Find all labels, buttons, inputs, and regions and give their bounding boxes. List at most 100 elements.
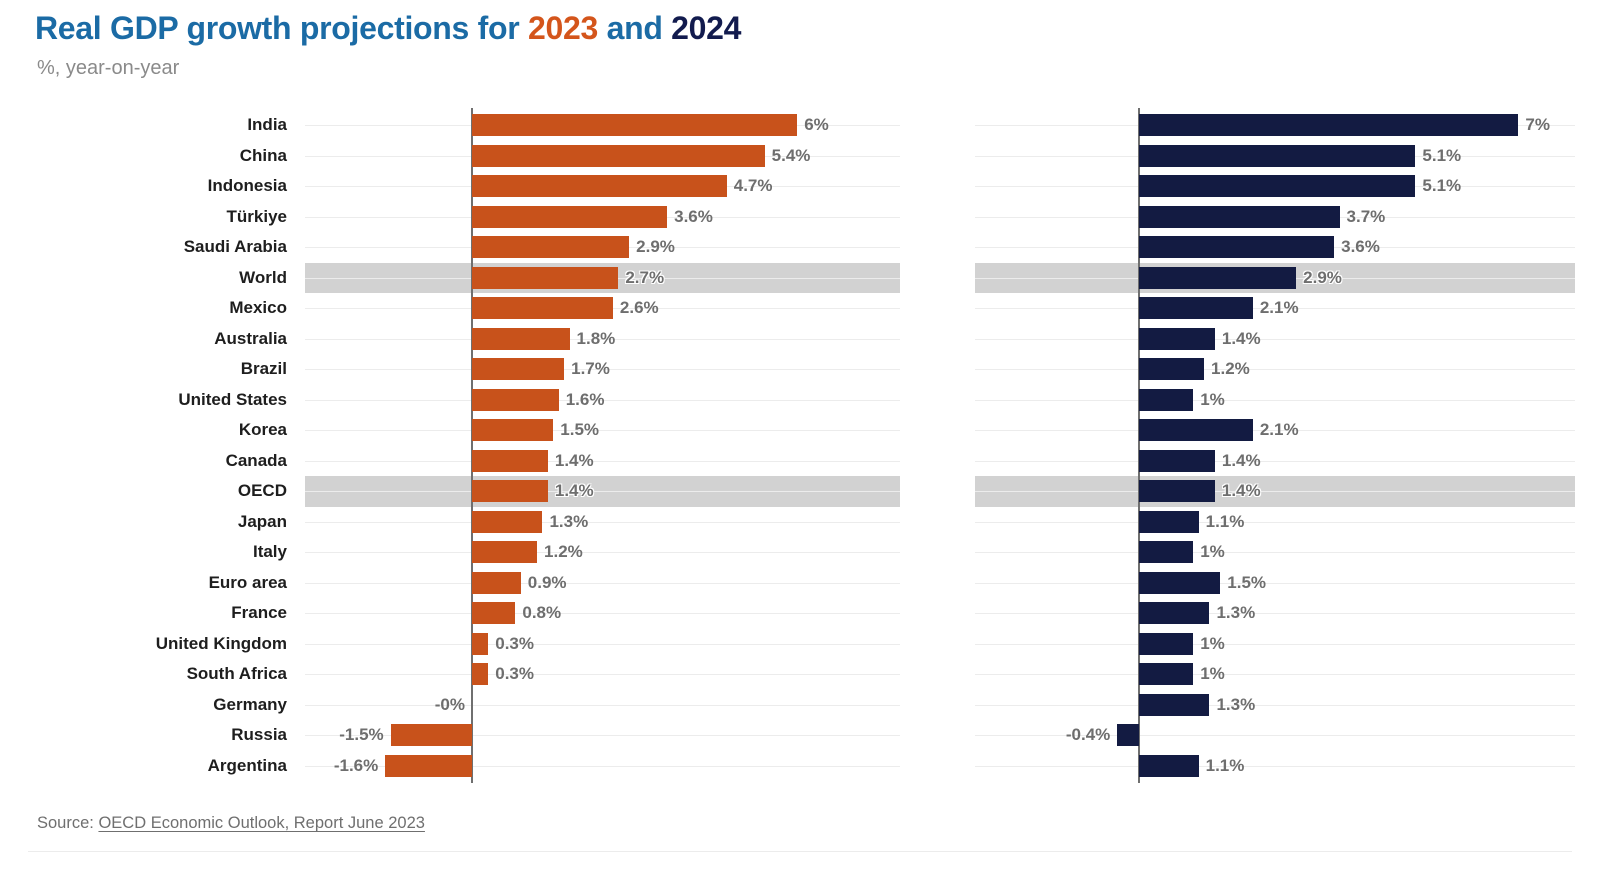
value-label-2024: 1% (1200, 389, 1225, 409)
bar-2024 (1139, 205, 1340, 228)
panel-2024: 1.2% (975, 354, 1575, 385)
gridline (975, 521, 1575, 523)
bar-2023 (472, 114, 798, 137)
gridline (975, 491, 1575, 493)
bar-2023 (472, 358, 565, 381)
value-label-2024: 1.2% (1211, 359, 1250, 379)
panel-2024: 7% (975, 110, 1575, 141)
bar-2023 (472, 144, 765, 167)
category-label: United States (178, 389, 287, 409)
panel-2024: 1.1% (975, 507, 1575, 538)
bar-2024 (1139, 419, 1253, 442)
category-label: United Kingdom (155, 633, 287, 653)
gridline (975, 735, 1575, 737)
bottom-divider (28, 851, 1572, 852)
bar-2024 (1139, 388, 1194, 411)
bar-2023 (472, 541, 538, 564)
bar-2024 (1139, 480, 1215, 503)
panel-2023: 2.6% (305, 293, 900, 324)
title-year-2023: 2023 (527, 10, 598, 46)
panel-2023: 0.8% (305, 598, 900, 629)
chart-row: Brazil 1.7% 1.2% (0, 354, 1600, 385)
value-label-2024: 7% (1525, 115, 1550, 135)
bar-2023 (472, 632, 489, 655)
gridline (305, 430, 900, 432)
panel-2023: 4.7% (305, 171, 900, 202)
chart-row: Italy 1.2% 1% (0, 537, 1600, 568)
category-label: Russia (231, 725, 287, 745)
title-connector: and (597, 10, 672, 46)
value-label-2024: 5.1% (1422, 176, 1462, 196)
panel-2024: 3.6% (975, 232, 1575, 263)
category-label: South Africa (186, 664, 287, 684)
value-label-2024: 1% (1200, 664, 1225, 684)
panel-2023: 1.5% (305, 415, 900, 446)
value-label-2024: 1.4% (1221, 328, 1261, 348)
bar-2023 (472, 236, 630, 259)
panel-2023: 1.2% (305, 537, 900, 568)
value-label-2024: 2.1% (1259, 420, 1299, 440)
source-prefix: Source: (37, 814, 99, 832)
panel-2023: 0.9% (305, 568, 900, 599)
panel-2024: 1.4% (975, 476, 1575, 507)
bar-2024 (1139, 510, 1199, 533)
title-year-2024: 2024 (671, 10, 742, 46)
panel-2024: 1.5% (975, 568, 1575, 599)
chart-row: South Africa 0.3% 1% (0, 659, 1600, 690)
gridline (305, 460, 900, 462)
bar-2023 (472, 419, 554, 442)
value-label-2023: 5.4% (771, 145, 811, 165)
panel-2023: 3.6% (305, 202, 900, 233)
bar-2023 (472, 266, 619, 289)
gridline (975, 460, 1575, 462)
category-label: Australia (214, 328, 287, 348)
chart-row: Euro area 0.9% 1.5% (0, 568, 1600, 599)
value-label-2024: 1% (1200, 633, 1225, 653)
source-link[interactable]: OECD Economic Outlook, Report June 2023 (98, 814, 425, 832)
panel-2024: 2.1% (975, 415, 1575, 446)
panel-2023: 2.7% (305, 262, 900, 293)
value-label-2023: 1.2% (544, 542, 583, 562)
panel-2023: 1.3% (305, 507, 900, 538)
category-label: World (239, 267, 287, 287)
gridline (975, 338, 1575, 340)
category-label: Italy (252, 542, 287, 562)
panel-2024: -0.4% (975, 720, 1575, 751)
gridline (975, 399, 1575, 401)
gridline (305, 582, 900, 584)
value-label-2023: 1.4% (554, 481, 594, 501)
category-label: China (239, 145, 287, 165)
value-label-2024: 1% (1200, 542, 1225, 562)
value-label-2024: 2.9% (1303, 267, 1342, 287)
value-label-2023: -0% (434, 694, 465, 714)
bar-2024 (1139, 144, 1416, 167)
gridline (305, 613, 900, 615)
panel-2023: 1.4% (305, 446, 900, 477)
category-label: India (247, 115, 287, 135)
chart-row: France 0.8% 1.3% (0, 598, 1600, 629)
gridline (305, 399, 900, 401)
panel-2023: 1.7% (305, 354, 900, 385)
panel-2024: 1% (975, 659, 1575, 690)
value-label-2024: 3.6% (1341, 237, 1380, 257)
panel-2023: 1.8% (305, 324, 900, 355)
category-label: Argentina (207, 755, 287, 775)
panel-2023: 5.4% (305, 141, 900, 172)
chart-row: OECD 1.4% 1.4% (0, 476, 1600, 507)
bar-2023 (472, 449, 548, 472)
bar-2024 (1139, 327, 1215, 350)
panel-2024: 1.4% (975, 324, 1575, 355)
chart-subtitle: %, year-on-year (37, 57, 180, 79)
category-label: Saudi Arabia (183, 237, 287, 257)
zero-axis-2023 (471, 108, 473, 783)
value-label-2023: 0.3% (495, 664, 534, 684)
panel-2023: 1.4% (305, 476, 900, 507)
value-label-2023: 2.6% (619, 298, 659, 318)
gridline (305, 338, 900, 340)
value-label-2023: 2.9% (636, 237, 675, 257)
bar-2023 (385, 754, 472, 777)
chart-row: Russia -1.5% -0.4% (0, 720, 1600, 751)
bar-2024 (1139, 693, 1210, 716)
value-label-2024: 1.5% (1227, 572, 1267, 592)
